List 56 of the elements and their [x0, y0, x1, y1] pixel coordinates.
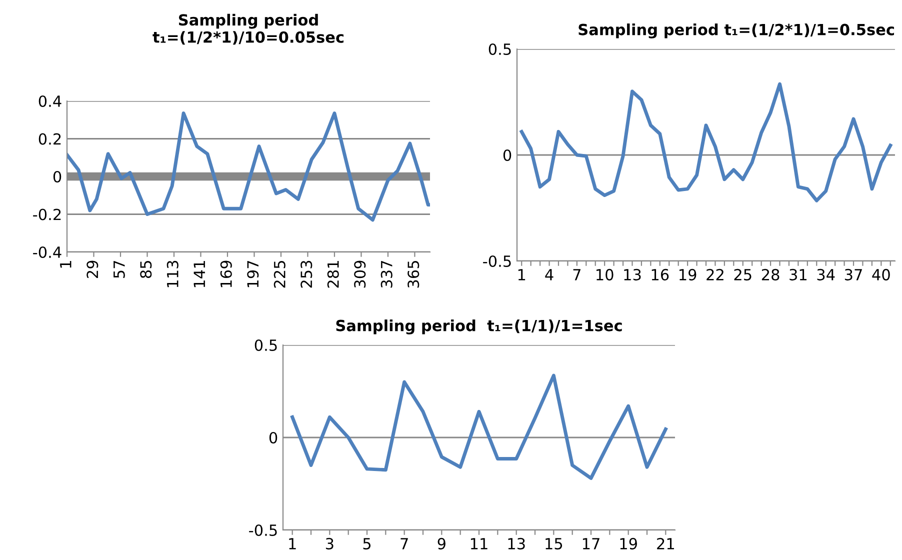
- y-tick-label: 0: [503, 149, 512, 162]
- x-tick-label: 225: [274, 260, 286, 288]
- y-tick-label: 0: [269, 432, 278, 444]
- x-tick-label: 13: [624, 268, 641, 280]
- x-tick-label: 28: [762, 268, 780, 280]
- x-tick-label: 281: [327, 261, 339, 288]
- line-series: [520, 82, 892, 202]
- x-tick-label: 113: [166, 260, 178, 288]
- chart-title: Sampling period t₁=(1/2*1)/1=0.5sec: [578, 24, 894, 38]
- x-tick-label: 25: [734, 268, 752, 280]
- x-tick-label: 37: [844, 268, 862, 280]
- x-tick-label: 7: [400, 538, 408, 550]
- x-tick-label: 16: [652, 268, 669, 280]
- x-tick-label: 9: [438, 538, 446, 550]
- x-tick-label: 40: [872, 268, 890, 280]
- x-tick-label: 21: [657, 538, 674, 550]
- x-tick-label: 15: [546, 538, 562, 550]
- chart-title: Sampling period t₁=(1/2*1)/10=0.05sec: [152, 14, 344, 45]
- y-tick-label: 0.5: [254, 339, 277, 352]
- x-tick-label: 4: [545, 269, 554, 280]
- x-tick-label: 309: [354, 260, 366, 288]
- y-tick-label: 0.4: [38, 95, 62, 108]
- x-tick-label: 19: [620, 538, 637, 550]
- x-tick-label: 1: [289, 538, 296, 550]
- y-tick-label: -0.2: [33, 208, 61, 220]
- line-series: [290, 374, 668, 480]
- x-tick-label: 337: [380, 260, 392, 288]
- chart-title: Sampling period t₁=(1/1)/1=1sec: [336, 320, 622, 334]
- y-tick-label: 0.2: [38, 133, 61, 145]
- x-tick-label: 22: [706, 268, 724, 280]
- x-tick-label: 85: [140, 260, 152, 278]
- x-tick-label: 31: [790, 268, 807, 280]
- y-tick-label: -0.5: [483, 255, 511, 268]
- x-tick-label: 34: [817, 268, 835, 280]
- x-tick-label: 10: [596, 268, 614, 280]
- y-tick-label: 0.5: [488, 43, 511, 56]
- x-tick-label: 29: [86, 260, 98, 278]
- x-tick-label: 141: [194, 261, 205, 288]
- x-tick-label: 197: [247, 260, 259, 288]
- x-tick-label: 57: [114, 260, 125, 278]
- x-tick-label: 19: [680, 268, 696, 280]
- x-tick-label: 13: [508, 538, 525, 550]
- y-tick-label: -0.5: [249, 524, 277, 536]
- x-tick-label: 253: [300, 260, 312, 288]
- x-tick-label: 3: [326, 538, 334, 550]
- x-tick-label: 5: [363, 538, 371, 550]
- x-tick-label: 169: [220, 260, 232, 288]
- x-tick-label: 7: [573, 269, 580, 280]
- y-tick-label: 0: [53, 170, 62, 183]
- x-tick-label: 11: [470, 538, 488, 550]
- x-tick-label: 17: [582, 538, 600, 550]
- x-tick-label: 365: [408, 260, 420, 288]
- x-tick-label: 1: [518, 269, 526, 280]
- line-series: [67, 112, 430, 222]
- y-tick-label: -0.4: [33, 246, 62, 258]
- x-tick-label: 1: [60, 261, 72, 268]
